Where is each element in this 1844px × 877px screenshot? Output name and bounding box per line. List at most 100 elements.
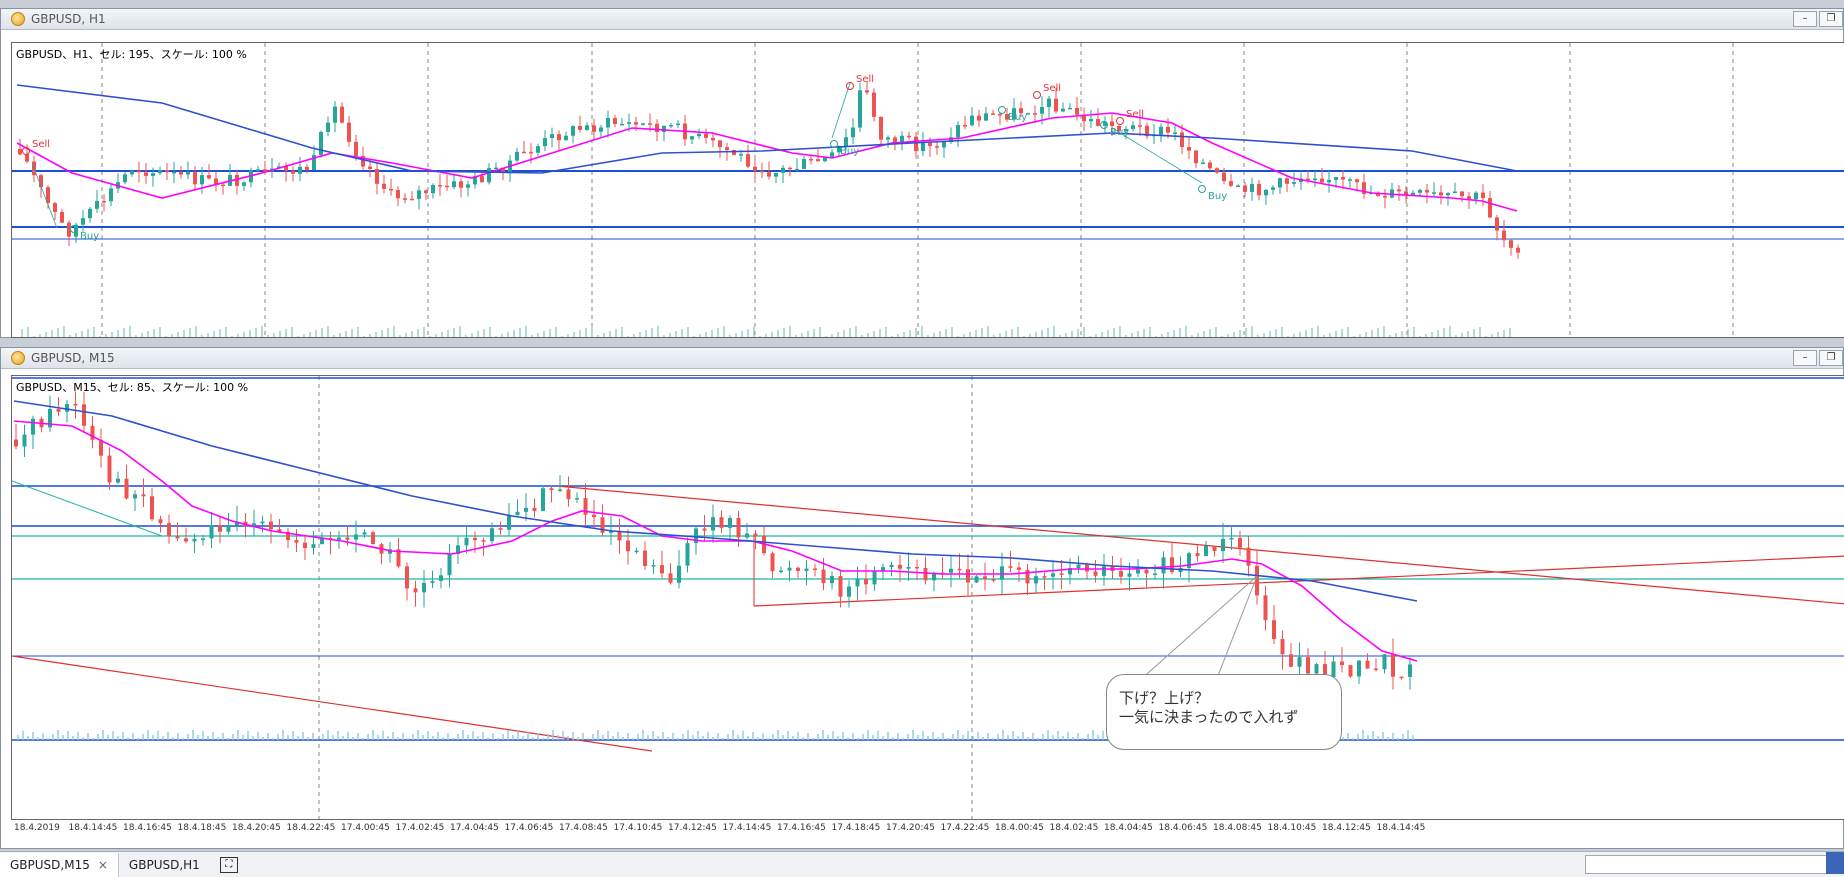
- tab-scroll-area[interactable]: [1585, 855, 1832, 874]
- candle-body: [1204, 545, 1208, 557]
- candle-body: [184, 538, 188, 542]
- trade-marker: [830, 140, 838, 148]
- m15-titlebar[interactable]: GBPUSD, M15 – ❐: [1, 348, 1843, 369]
- candle-body: [1222, 172, 1226, 182]
- candle-body: [655, 123, 659, 132]
- trade-marker-label: Sell: [1126, 109, 1144, 120]
- candle-body: [22, 434, 27, 447]
- candle-body: [779, 570, 783, 573]
- candle-body: [337, 537, 341, 540]
- x-axis-tick-label: 18.4.08:45: [1213, 823, 1262, 833]
- candle-body: [627, 122, 631, 124]
- candle-body: [403, 198, 407, 200]
- candle-body: [226, 525, 231, 532]
- candle-body: [732, 150, 736, 155]
- candle-body: [600, 517, 605, 533]
- candle-body: [728, 517, 732, 528]
- h1-window-title: GBPUSD, H1: [31, 12, 106, 26]
- callout-box: 下げ？上げ？ 一気に決まったので入れず: [1106, 674, 1342, 750]
- x-axis-tick-label: 18.4.18:45: [177, 823, 227, 833]
- candle-body: [719, 517, 724, 528]
- candle-body: [333, 106, 337, 123]
- candle-body: [1365, 660, 1370, 669]
- candle-body: [575, 498, 579, 500]
- candle-body: [1272, 620, 1276, 640]
- candle-body: [893, 137, 897, 143]
- x-axis-tick-label: 18.4.14:45: [68, 823, 118, 833]
- candle-body: [487, 168, 491, 183]
- x-axis-tick-label: 17.4.02:45: [395, 823, 445, 833]
- candle-body: [67, 222, 71, 237]
- candle-body: [935, 146, 939, 148]
- candle-body: [218, 525, 222, 532]
- candle-body: [1166, 126, 1170, 133]
- candle-body: [1382, 654, 1387, 670]
- candle-body: [1138, 125, 1142, 127]
- tab-close-icon[interactable]: ×: [97, 857, 108, 872]
- candle-body: [613, 117, 617, 125]
- minimize-button[interactable]: –: [1793, 11, 1817, 27]
- minimize-button[interactable]: –: [1793, 350, 1817, 366]
- candle-body: [1314, 664, 1319, 674]
- candle-body: [133, 494, 137, 499]
- candle-body: [1047, 98, 1051, 107]
- candle-body: [1348, 665, 1353, 677]
- candle-body: [872, 92, 876, 117]
- restore-button[interactable]: ❐: [1819, 11, 1843, 27]
- candle-body: [1374, 668, 1378, 671]
- h1-titlebar[interactable]: GBPUSD, H1 – ❐: [1, 9, 1843, 30]
- candle-body: [109, 188, 113, 202]
- candle-body: [725, 147, 729, 151]
- candle-body: [56, 409, 61, 412]
- candle-body: [1180, 132, 1184, 147]
- candle-body: [14, 439, 18, 447]
- candle-body: [158, 519, 163, 524]
- candle-body: [141, 494, 146, 497]
- candle-body: [172, 171, 176, 174]
- candle-body: [1131, 125, 1135, 129]
- candle-body: [1285, 178, 1289, 184]
- panel-toggle-icon[interactable]: [1826, 852, 1844, 874]
- candle-body: [396, 190, 400, 199]
- candle-body: [1481, 192, 1485, 199]
- red-trend-line: [753, 555, 1844, 607]
- candle-body: [1264, 189, 1268, 196]
- candle-body: [711, 137, 715, 141]
- candle-body: [1117, 125, 1121, 132]
- candle-body: [736, 517, 741, 538]
- candle-body: [1320, 178, 1324, 183]
- tab-gbpusd-m15[interactable]: GBPUSD,M15 ×: [0, 852, 119, 877]
- candle-body: [1243, 185, 1247, 192]
- fullscreen-icon[interactable]: ⛶: [219, 856, 238, 873]
- candle-body: [1102, 566, 1106, 576]
- candle-body: [813, 568, 817, 571]
- m15-plot-area[interactable]: GBPUSD、M15、セル: 85、スケール: 100 % 下げ？上げ？ 一気に…: [11, 375, 1844, 820]
- trade-marker: [1033, 91, 1041, 99]
- candle-body: [1051, 573, 1055, 577]
- candle-body: [1453, 191, 1457, 194]
- candle-body: [1025, 569, 1030, 584]
- restore-button[interactable]: ❐: [1819, 350, 1843, 366]
- m15-chart-window[interactable]: GBPUSD, M15 – ❐ GBPUSD、M15、セル: 85、スケール: …: [0, 347, 1844, 849]
- tab-gbpusd-h1[interactable]: GBPUSD,H1: [119, 853, 210, 877]
- ma-slow-line: [13, 400, 1418, 602]
- candle-body: [823, 156, 827, 162]
- x-axis-tick-label: 17.4.16:45: [777, 823, 826, 833]
- candle-body: [1061, 108, 1065, 112]
- candle-body: [73, 403, 78, 406]
- x-axis-tick-label: 17.4.00:45: [341, 823, 390, 833]
- candle-body: [795, 168, 799, 171]
- candle-body: [179, 171, 183, 175]
- candle-body: [1208, 162, 1212, 169]
- h1-chart-window[interactable]: GBPUSD, H1 – ❐ Sell Buy Buy Sell Buy Sell Buy S…: [0, 8, 1844, 338]
- trade-marker-label: Buy: [1008, 112, 1027, 123]
- x-axis-tick-label: 17.4.14:45: [722, 823, 772, 833]
- candle-body: [165, 170, 169, 173]
- h1-plot-area[interactable]: Sell Buy Buy Sell Buy Sell Buy Sell Buy GBPUSD、H…: [11, 42, 1844, 338]
- candle-body: [361, 155, 365, 167]
- candle-body: [18, 149, 22, 155]
- candle-body: [1124, 128, 1128, 132]
- candle-body: [802, 159, 806, 169]
- candle-body: [498, 528, 503, 530]
- chart-window-icon: [11, 12, 25, 26]
